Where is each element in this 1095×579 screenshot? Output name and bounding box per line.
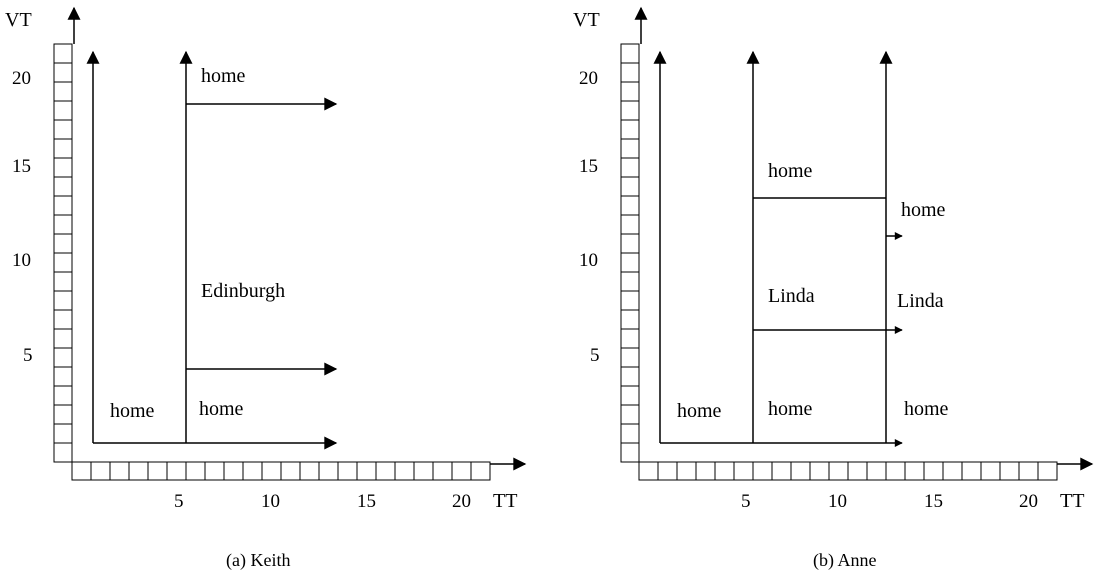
x-tick-5: 5 xyxy=(174,491,184,512)
caption-anne: (b) Anne xyxy=(813,550,876,571)
anne-label-right-linda: Linda xyxy=(897,290,944,312)
y-tick-20: 20 xyxy=(12,68,31,89)
x-tick-10: 10 xyxy=(261,491,280,512)
y-tick-15: 15 xyxy=(12,156,31,177)
panel-keith: VT 20 15 10 5 5 10 15 20 TT home home Ed… xyxy=(5,6,527,571)
y-tick-5: 5 xyxy=(23,345,33,366)
keith-label-top-home: home xyxy=(201,65,246,87)
anne-label-right-top-home: home xyxy=(901,199,946,221)
y-tick-15: 15 xyxy=(579,156,598,177)
x-tick-15: 15 xyxy=(924,491,943,512)
anne-label-mid-linda: Linda xyxy=(768,285,815,307)
anne-label-mid-top-home: home xyxy=(768,160,813,182)
x-tick-20: 20 xyxy=(1019,491,1038,512)
y-tick-5: 5 xyxy=(590,345,600,366)
x-tick-20: 20 xyxy=(452,491,471,512)
tt-axis-label: TT xyxy=(1060,490,1084,512)
tt-axis-label: TT xyxy=(493,490,517,512)
vt-axis-ruler xyxy=(620,43,640,463)
tt-axis-ruler xyxy=(638,461,1058,481)
vt-axis-label: VT xyxy=(573,9,600,31)
x-tick-15: 15 xyxy=(357,491,376,512)
y-tick-10: 10 xyxy=(12,250,31,271)
x-tick-5: 5 xyxy=(741,491,751,512)
keith-label-left-home: home xyxy=(110,400,155,422)
vt-axis-label: VT xyxy=(5,9,32,31)
vt-axis-ruler xyxy=(53,43,73,463)
anne-label-right-bottom-home: home xyxy=(904,398,949,420)
tt-axis-ruler xyxy=(71,461,491,481)
keith-label-edinburgh: Edinburgh xyxy=(201,280,285,302)
caption-keith: (a) Keith xyxy=(226,550,290,571)
keith-label-bottom-home: home xyxy=(199,398,244,420)
y-tick-10: 10 xyxy=(579,250,598,271)
anne-label-left-home: home xyxy=(677,400,722,422)
panel-anne: VT 20 15 10 5 5 10 15 20 TT home home Li… xyxy=(573,6,1094,571)
x-tick-10: 10 xyxy=(828,491,847,512)
y-tick-20: 20 xyxy=(579,68,598,89)
anne-label-mid-bottom-home: home xyxy=(768,398,813,420)
